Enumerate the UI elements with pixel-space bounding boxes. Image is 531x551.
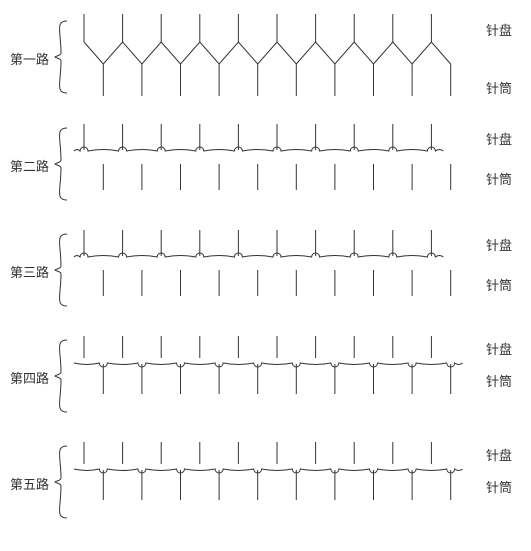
stitch-diagram bbox=[0, 12, 531, 102]
needle-cylinder-label: 针筒 bbox=[486, 78, 512, 97]
route-r3: 第三路针盘针筒 bbox=[0, 228, 531, 312]
stitch-diagram bbox=[0, 228, 531, 312]
needle-dial-label: 针盘 bbox=[486, 235, 512, 254]
route-r4: 第四路针盘针筒 bbox=[0, 334, 531, 418]
needle-dial-label: 针盘 bbox=[486, 445, 512, 464]
stitch-diagram bbox=[0, 440, 531, 524]
needle-cylinder-label: 针筒 bbox=[486, 169, 512, 188]
needle-cylinder-label: 针筒 bbox=[486, 477, 512, 496]
needle-dial-label: 针盘 bbox=[486, 20, 512, 39]
needle-cylinder-label: 针筒 bbox=[486, 371, 512, 390]
needle-dial-label: 针盘 bbox=[486, 339, 512, 358]
route-r2: 第二路针盘针筒 bbox=[0, 122, 531, 206]
needle-dial-label: 针盘 bbox=[486, 129, 512, 148]
needle-cylinder-label: 针筒 bbox=[486, 275, 512, 294]
route-r1: 第一路针盘针筒 bbox=[0, 12, 531, 102]
stitch-diagram bbox=[0, 334, 531, 418]
route-r5: 第五路针盘针筒 bbox=[0, 440, 531, 524]
stitch-diagram bbox=[0, 122, 531, 206]
